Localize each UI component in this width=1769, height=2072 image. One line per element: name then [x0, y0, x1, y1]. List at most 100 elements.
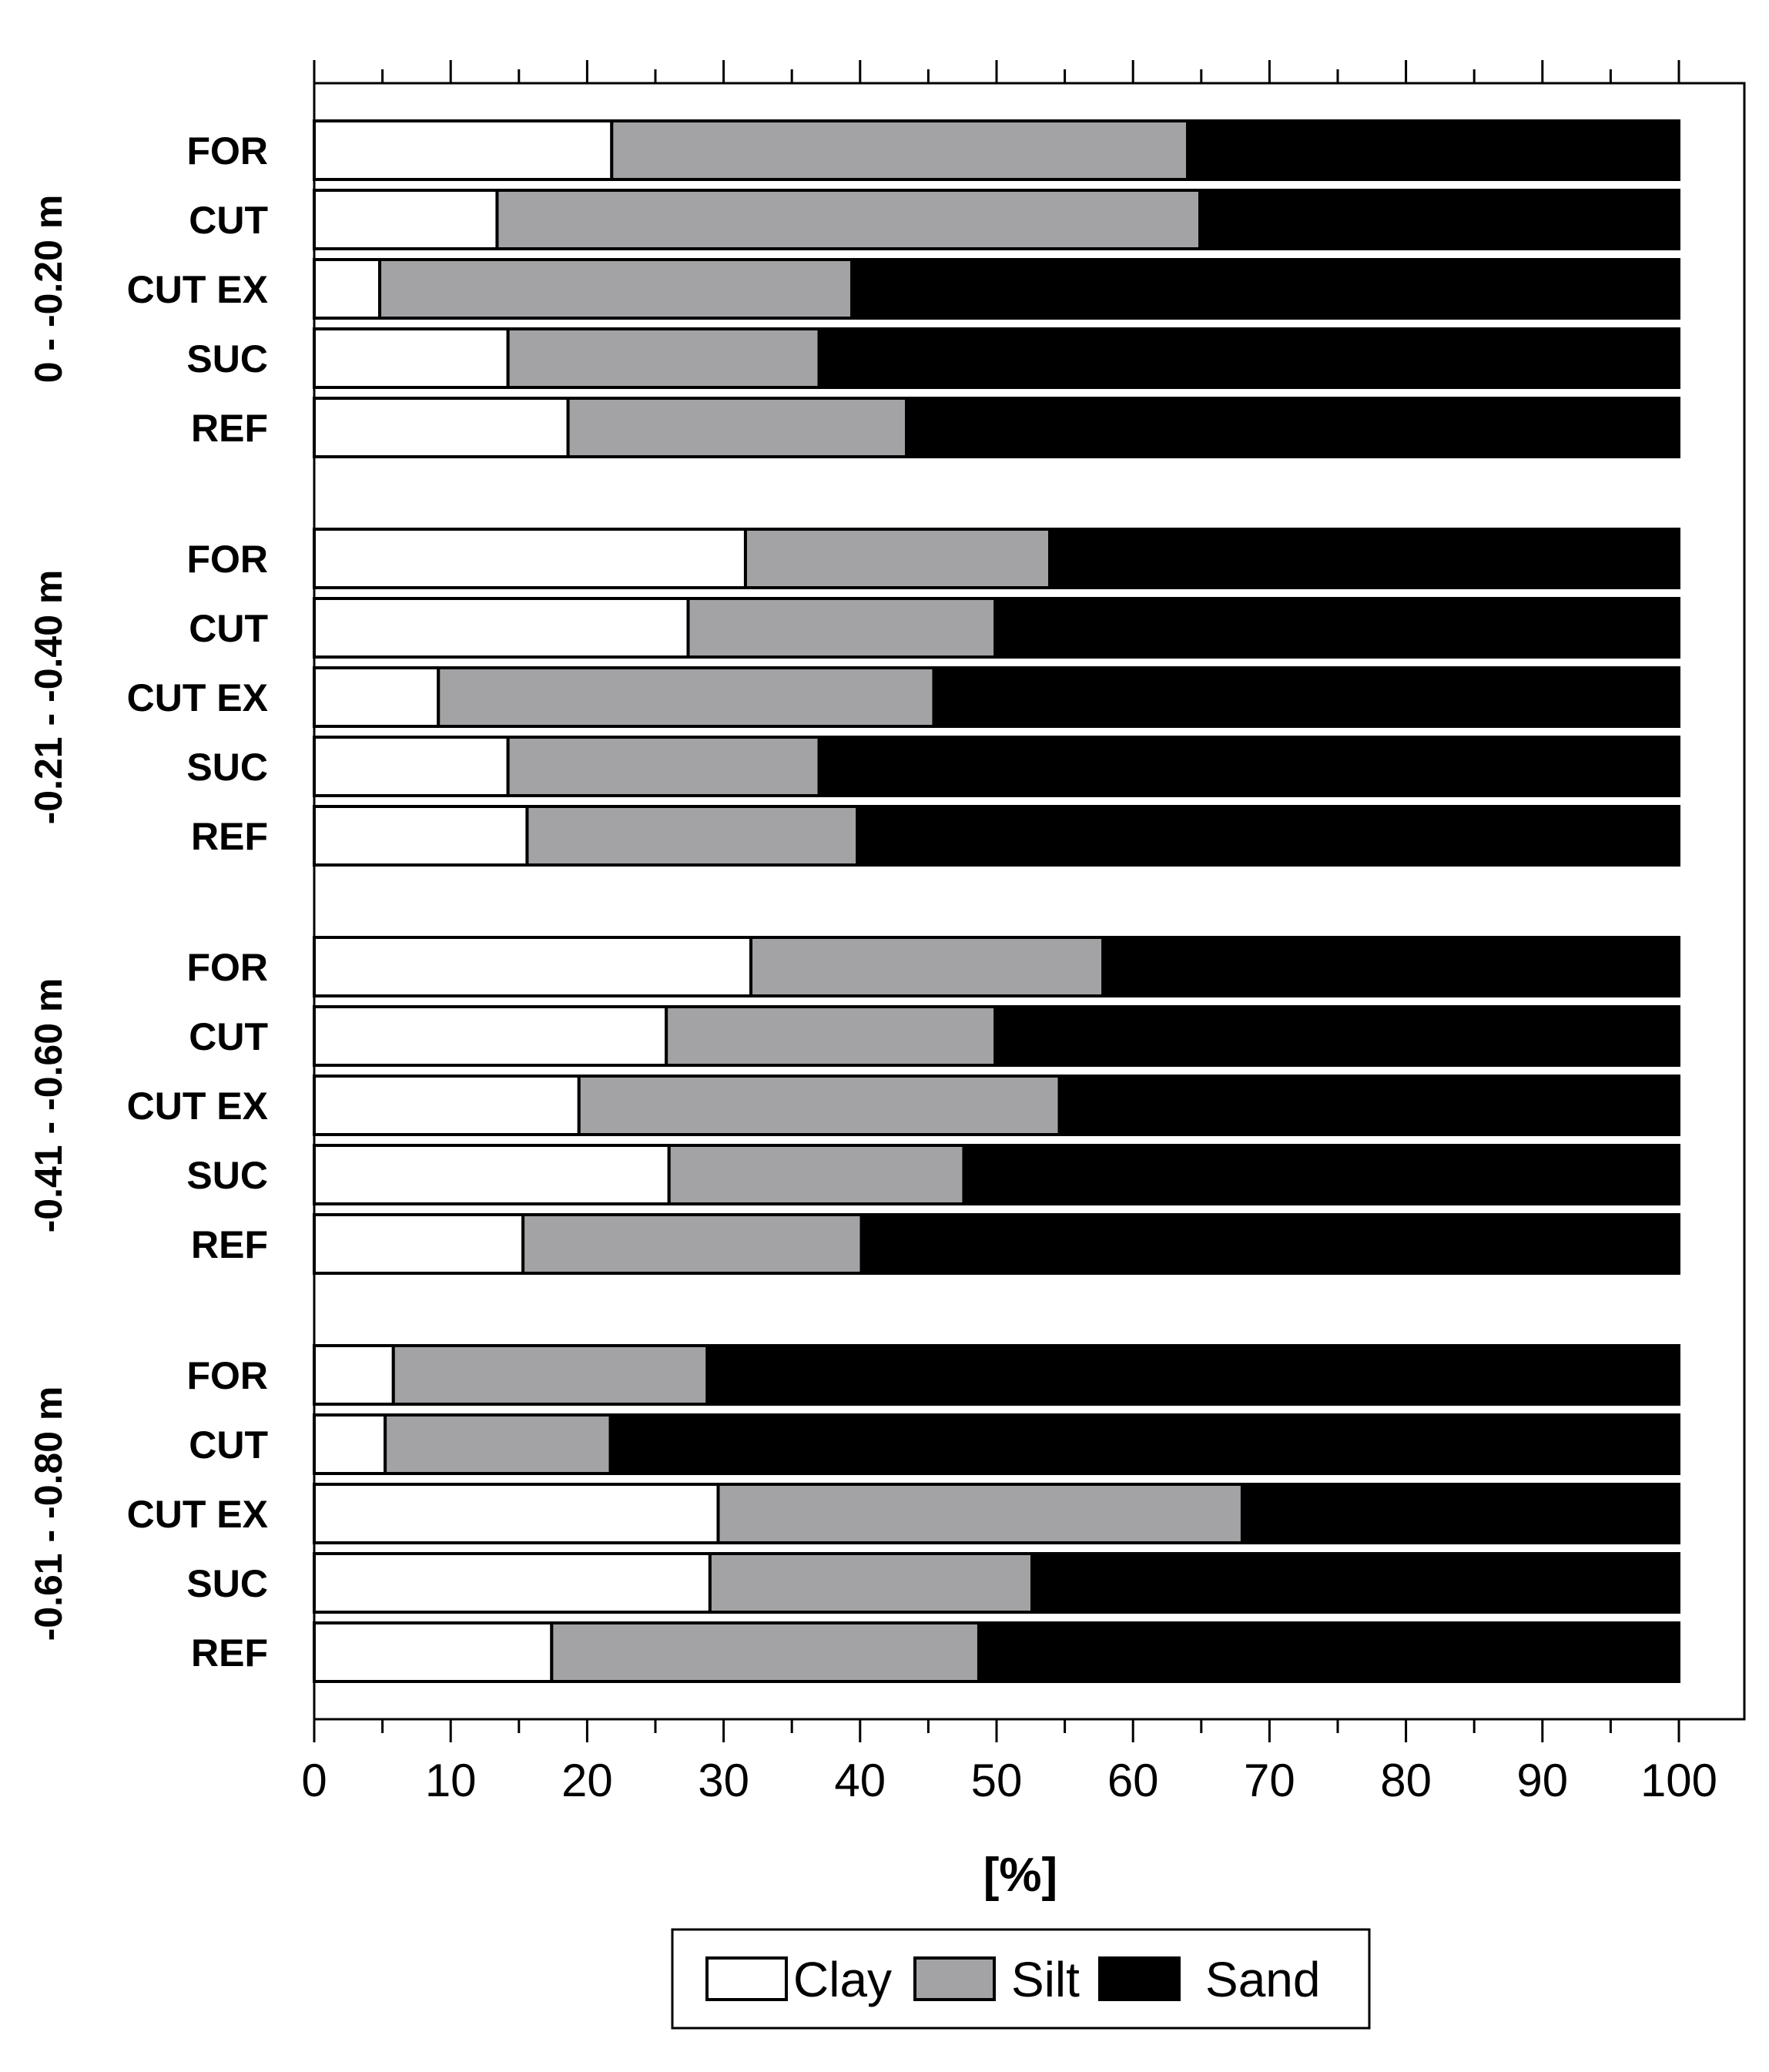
- clay-segment: [313, 528, 747, 589]
- sand-segment: [1198, 189, 1680, 250]
- clay-segment: [313, 1621, 554, 1683]
- silt-legend-swatch: [913, 1956, 996, 2001]
- bar-row: [313, 327, 1680, 389]
- silt-segment: [495, 189, 1202, 250]
- silt-segment: [610, 119, 1190, 181]
- silt-segment: [665, 1005, 997, 1067]
- category-label: CUT EX: [127, 1085, 268, 1128]
- clay-segment: [313, 1005, 668, 1067]
- sand-segment: [1186, 119, 1680, 181]
- silt-segment: [391, 1344, 709, 1406]
- legend-box: [671, 1928, 1371, 2030]
- depth-label: -0.41 - -0.60 m: [27, 978, 70, 1233]
- bar-row: [313, 528, 1681, 589]
- category-label: REF: [191, 1223, 268, 1266]
- x-tick-label: 20: [561, 1755, 613, 1806]
- x-tick-label: 80: [1380, 1755, 1432, 1806]
- clay-legend-label: Clay: [793, 1952, 892, 2007]
- bar-row: [313, 1344, 1680, 1406]
- sand-segment: [905, 397, 1680, 458]
- bar-row: [313, 397, 1680, 458]
- sand-segment: [850, 258, 1680, 320]
- category-label: FOR: [186, 946, 268, 989]
- bar-row: [313, 597, 1680, 659]
- clay-segment: [313, 397, 570, 458]
- clay-segment: [313, 1552, 712, 1614]
- clay-segment: [313, 1413, 387, 1475]
- x-tick-label: 50: [971, 1755, 1023, 1806]
- sand-segment: [1240, 1483, 1680, 1544]
- silt-segment: [378, 258, 854, 320]
- category-label: CUT: [189, 1015, 268, 1058]
- clay-segment: [313, 1483, 720, 1544]
- category-label: CUT EX: [127, 676, 268, 719]
- depth-label: 0 - -0.20 m: [27, 195, 70, 384]
- x-tick-label: 60: [1107, 1755, 1159, 1806]
- category-label: REF: [191, 1631, 268, 1675]
- category-label: CUT: [189, 1423, 268, 1467]
- sand-segment: [856, 805, 1680, 867]
- clay-segment: [313, 1213, 525, 1275]
- category-label: REF: [191, 407, 268, 450]
- clay-legend-swatch: [705, 1956, 788, 2001]
- silt-segment: [550, 1621, 980, 1683]
- sand-segment: [1030, 1552, 1680, 1614]
- bar-row: [313, 1413, 1680, 1475]
- clay-segment: [313, 327, 510, 389]
- plot-frame: [313, 82, 1746, 1721]
- silt-segment: [384, 1413, 612, 1475]
- sand-segment: [608, 1413, 1680, 1475]
- sand-segment: [1101, 936, 1680, 997]
- legend: Clay Silt Sand: [671, 1928, 1371, 2030]
- category-label: SUC: [186, 337, 268, 381]
- silt-legend-label: Silt: [1011, 1952, 1080, 2007]
- depth-label: -0.21 - -0.40 m: [27, 570, 70, 825]
- category-label: SUC: [186, 746, 268, 789]
- silt-segment: [708, 1552, 1034, 1614]
- x-tick-label: 70: [1244, 1755, 1295, 1806]
- silt-segment: [686, 597, 997, 659]
- silt-segment: [521, 1213, 863, 1275]
- x-tick-label: 30: [698, 1755, 749, 1806]
- sand-legend-swatch: [1098, 1956, 1181, 2001]
- sand-segment: [932, 666, 1681, 728]
- depth-label: -0.61 - -0.80 m: [27, 1386, 70, 1641]
- category-label: REF: [191, 815, 268, 858]
- sand-legend-label: Sand: [1205, 1952, 1320, 2007]
- sand-segment: [817, 327, 1680, 389]
- bar-row: [313, 258, 1680, 320]
- bar-row: [313, 1213, 1680, 1275]
- sand-segment: [993, 597, 1680, 659]
- sand-segment: [817, 736, 1680, 797]
- clay-segment: [313, 936, 753, 997]
- bar-row: [313, 1621, 1680, 1683]
- bar-row: [313, 189, 1680, 250]
- clay-segment: [313, 1075, 581, 1136]
- clay-segment: [313, 805, 529, 867]
- silt-segment: [437, 666, 936, 728]
- clay-segment: [313, 1344, 395, 1406]
- category-label: CUT: [189, 607, 268, 650]
- x-tick-label: 90: [1516, 1755, 1568, 1806]
- bar-row: [313, 666, 1681, 728]
- bars: [313, 119, 1681, 1683]
- sand-segment: [1057, 1075, 1680, 1136]
- bar-row: [313, 1005, 1680, 1067]
- bar-row: [313, 736, 1680, 797]
- category-labels: FOR CUT CUT EX SUC REF FOR CUT CUT EX SUC REF FOR C…: [127, 129, 268, 1675]
- category-label: SUC: [186, 1562, 268, 1605]
- silt-segment: [525, 805, 859, 867]
- clay-segment: [313, 119, 614, 181]
- silt-segment: [566, 397, 909, 458]
- clay-segment: [313, 736, 510, 797]
- sand-segment: [859, 1213, 1680, 1275]
- x-tick-label: 0: [301, 1755, 327, 1806]
- bar-row: [313, 805, 1680, 867]
- x-axis: 0 10 20 30 40 50 60 70 80 90 100: [301, 60, 1717, 1806]
- bar-row: [313, 119, 1680, 181]
- silt-segment: [506, 327, 821, 389]
- category-label: CUT EX: [127, 268, 268, 311]
- category-label: SUC: [186, 1154, 268, 1197]
- sand-segment: [977, 1621, 1680, 1683]
